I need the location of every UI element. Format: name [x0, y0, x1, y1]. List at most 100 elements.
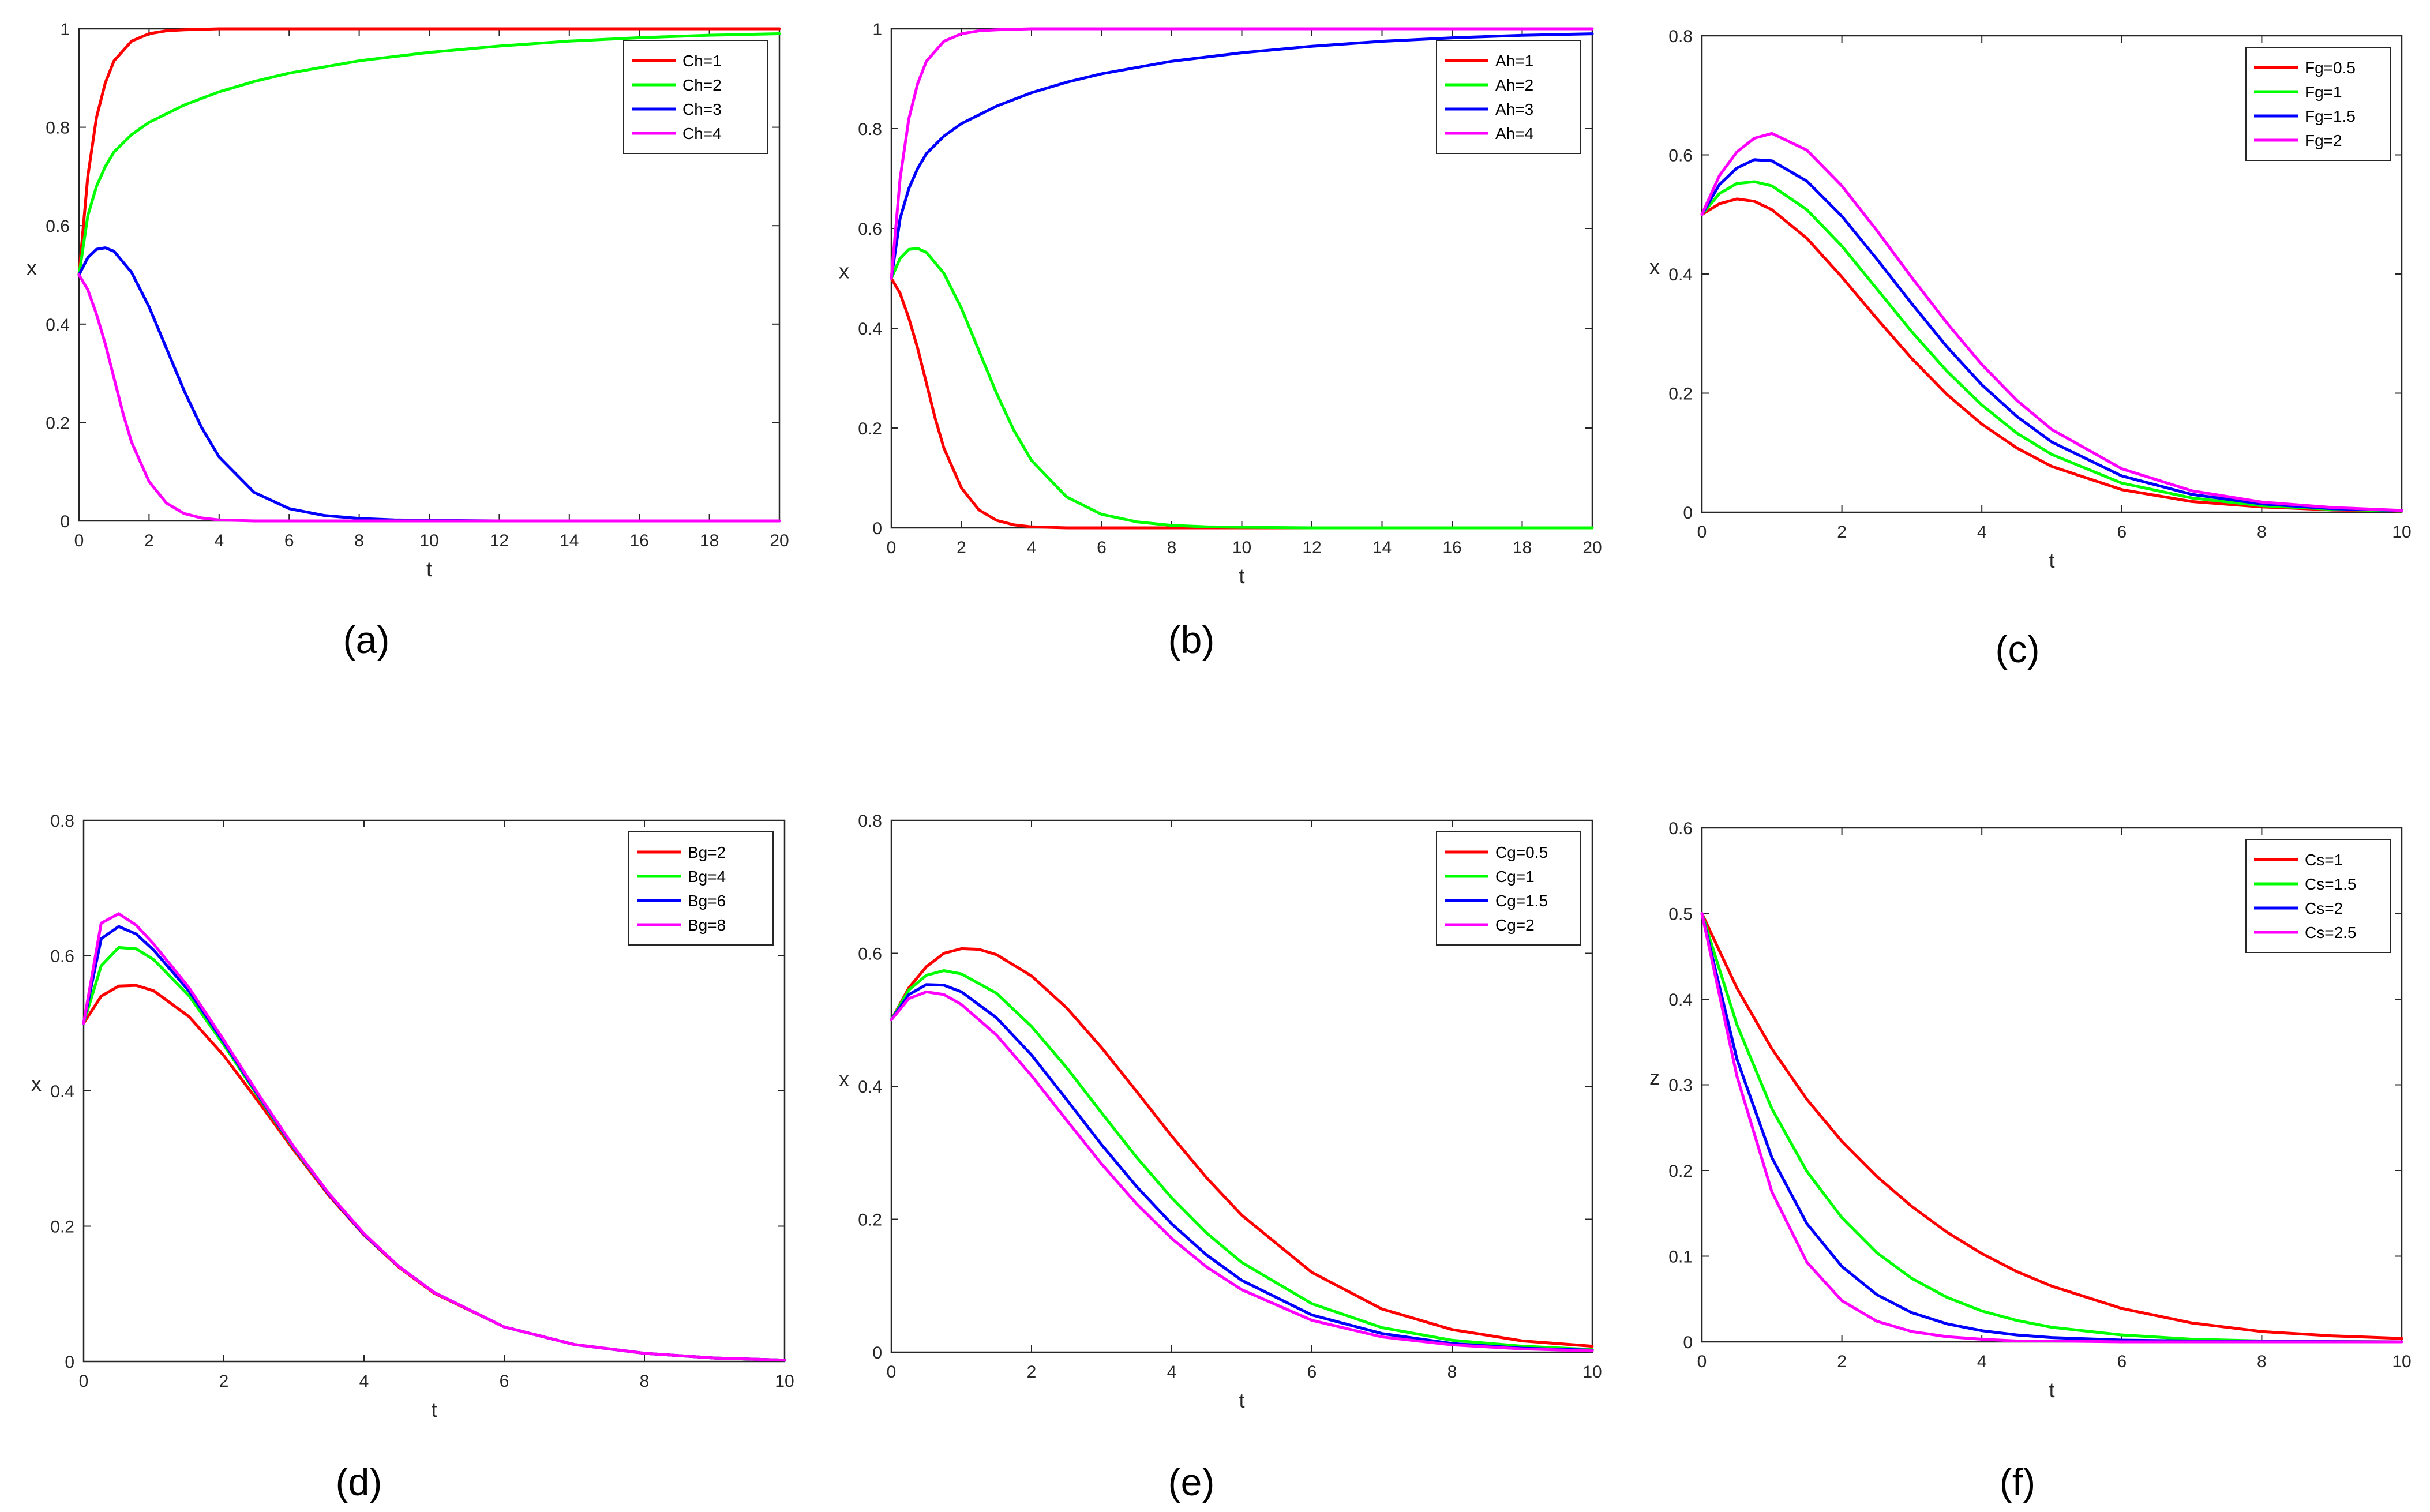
x-tick-label: 8 [2257, 1352, 2267, 1371]
legend-label: Fg=1 [2305, 83, 2342, 101]
legend-label: Bg=6 [688, 892, 726, 910]
x-tick-label: 8 [354, 531, 364, 550]
y-tick-label: 0 [1683, 1333, 1693, 1352]
x-tick-label: 0 [74, 531, 84, 550]
legend-label: Ah=1 [1495, 52, 1533, 70]
y-tick-label: 0 [872, 519, 882, 538]
y-tick-label: 0.4 [50, 1082, 74, 1101]
y-tick-label: 0 [60, 512, 70, 531]
y-tick-label: 0.6 [50, 947, 74, 966]
x-tick-label: 2 [1837, 1352, 1847, 1371]
y-tick-label: 0.8 [858, 812, 882, 831]
x-tick-label: 4 [214, 531, 224, 550]
x-tick-label: 10 [775, 1372, 794, 1391]
legend-label: Cg=1.5 [1495, 892, 1548, 910]
x-tick-label: 4 [1027, 538, 1037, 557]
legend-label: Ah=4 [1495, 125, 1533, 142]
y-axis-label: x [1649, 255, 1660, 279]
x-tick-label: 6 [1097, 538, 1107, 557]
x-tick-label: 0 [887, 1363, 897, 1382]
y-tick-label: 0.2 [858, 1211, 882, 1230]
y-tick-label: 0.2 [46, 414, 70, 433]
x-tick-label: 20 [1582, 538, 1602, 557]
x-tick-label: 10 [1582, 1363, 1602, 1382]
series-line [1700, 912, 2403, 1344]
legend-label: Cg=2 [1495, 916, 1535, 934]
x-tick-label: 2 [957, 538, 966, 557]
panel-c: 0 2 4 6 8 10 0 0.2 0.4 0.6 0.8 t x Fg=0.5 Fg=1 Fg=1.5 Fg… [1649, 27, 2412, 670]
series-line [1700, 912, 2403, 1344]
x-tick-label: 2 [219, 1372, 229, 1391]
y-tick-label: 0.2 [50, 1218, 74, 1237]
legend-label: Fg=0.5 [2305, 59, 2356, 77]
series-line [890, 983, 1594, 1352]
x-tick-label: 16 [1442, 538, 1461, 557]
panel-b: 0 2 4 6 8 10 12 14 16 18 20 0 0.2 0.4 0.6 0.8 1 t x Ah=1 Ah=… [839, 20, 1602, 661]
x-axis-label: t [426, 557, 432, 581]
panel-caption: (e) [1168, 1461, 1215, 1503]
series-line [890, 969, 1594, 1351]
legend-label: Cs=2.5 [2305, 924, 2357, 941]
legend-label: Bg=8 [688, 916, 726, 934]
x-tick-label: 8 [1167, 538, 1177, 557]
y-tick-label: 0.6 [46, 217, 70, 236]
x-tick-label: 0 [1697, 1352, 1707, 1371]
x-tick-label: 8 [1447, 1363, 1457, 1382]
panel-caption: (c) [1996, 628, 2040, 670]
x-tick-label: 2 [1027, 1363, 1037, 1382]
x-tick-label: 16 [630, 531, 649, 550]
series-line [82, 912, 786, 1362]
series-line [1700, 158, 2403, 512]
series-line [890, 247, 1594, 530]
y-tick-label: 0.6 [1668, 147, 1693, 166]
x-tick-label: 10 [419, 531, 438, 550]
x-axis-label: t [2049, 549, 2054, 572]
y-tick-label: 0 [1683, 504, 1693, 523]
y-axis-label: x [31, 1072, 42, 1095]
y-tick-label: 0.8 [50, 812, 74, 831]
series-line [890, 947, 1594, 1348]
series-line [1700, 197, 2403, 513]
x-tick-label: 12 [1302, 538, 1321, 557]
panel-caption: (a) [343, 618, 390, 661]
x-tick-label: 10 [1232, 538, 1251, 557]
x-tick-label: 18 [700, 531, 719, 550]
x-tick-label: 8 [640, 1372, 650, 1391]
series-line [1700, 180, 2403, 513]
y-tick-label: 0.2 [1668, 1162, 1693, 1181]
legend-label: Ch=3 [682, 100, 722, 118]
y-axis-label: x [839, 260, 849, 283]
x-tick-label: 10 [2392, 1352, 2411, 1371]
y-tick-label: 0.4 [858, 1078, 882, 1097]
x-tick-label: 20 [770, 531, 789, 550]
x-tick-label: 8 [2257, 523, 2267, 542]
y-tick-label: 0.6 [858, 220, 882, 239]
x-axis-label: t [1239, 564, 1244, 588]
legend-label: Cg=1 [1495, 868, 1535, 886]
series-line [1700, 912, 2403, 1344]
y-tick-label: 0.2 [1668, 385, 1693, 404]
x-tick-label: 18 [1513, 538, 1532, 557]
x-tick-label: 4 [359, 1372, 369, 1391]
panel-caption: (b) [1168, 618, 1215, 661]
x-tick-label: 2 [1837, 523, 1847, 542]
panel-a: 0 2 4 6 8 10 12 14 16 18 20 0 0.2 0.4 0.6 0.8 1 t x Ch=1 Ch=… [27, 20, 789, 661]
series-line [890, 32, 1594, 280]
panel-d: 0 2 4 6 8 10 0 0.2 0.4 0.6 0.8 t x Bg=2 Bg=4 Bg=6 Bg=8 (d… [31, 812, 794, 1503]
y-tick-label: 0.6 [858, 945, 882, 964]
series-line [77, 32, 781, 276]
y-tick-label: 0.4 [46, 316, 70, 335]
x-tick-label: 6 [2117, 523, 2127, 542]
panel-caption: (d) [336, 1461, 382, 1503]
x-tick-label: 14 [560, 531, 579, 550]
x-tick-label: 0 [887, 538, 897, 557]
legend-label: Cs=1 [2305, 851, 2343, 869]
y-tick-label: 0.8 [1668, 27, 1693, 46]
panel-e: 0 2 4 6 8 10 0 0.2 0.4 0.6 0.8 t x Cg=0.5 Cg=1 Cg=1.5 Cg… [839, 812, 1602, 1503]
y-tick-label: 0.4 [1668, 265, 1693, 284]
y-tick-label: 0.8 [858, 120, 882, 139]
y-tick-label: 0.2 [858, 419, 882, 438]
legend-label: Cs=1.5 [2305, 875, 2357, 893]
legend-label: Ch=1 [682, 52, 722, 70]
y-tick-label: 0.8 [46, 119, 70, 138]
